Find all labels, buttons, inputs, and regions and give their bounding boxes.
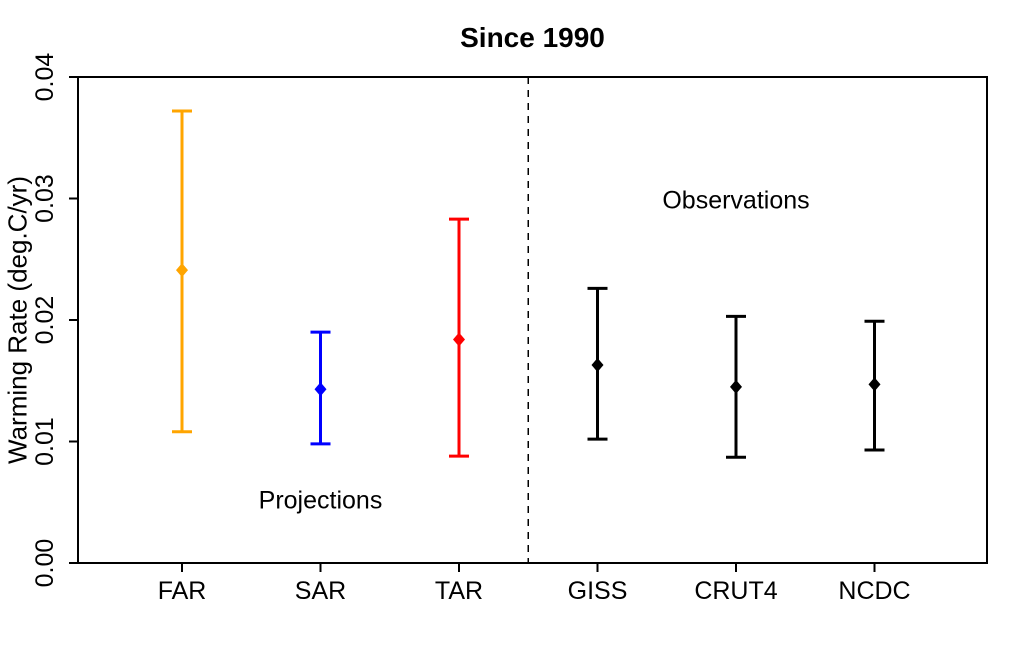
y-tick-label: 0.03	[31, 174, 59, 223]
annotation-projections: Projections	[259, 487, 383, 515]
x-tick-label-crut4: CRUT4	[694, 577, 777, 605]
marker-crut4	[730, 379, 742, 394]
y-tick-label: 0.00	[31, 539, 59, 588]
y-tick-label: 0.04	[31, 53, 59, 102]
marker-ncdc	[868, 377, 881, 392]
x-tick-label-ncdc: NCDC	[838, 577, 910, 605]
marker-tar	[453, 332, 465, 347]
x-tick-label-sar: SAR	[295, 577, 346, 605]
x-tick-label-giss: GISS	[568, 577, 628, 605]
y-tick-label: 0.02	[31, 296, 59, 345]
chart-title: Since 1990	[460, 22, 605, 53]
y-axis-title: Warming Rate (deg.C/yr)	[2, 176, 33, 464]
marker-sar	[314, 382, 327, 397]
marker-giss	[591, 357, 604, 372]
x-tick-label-far: FAR	[158, 577, 207, 605]
marker-far	[176, 263, 188, 278]
x-tick-label-tar: TAR	[435, 577, 483, 605]
annotation-observations: Observations	[662, 186, 809, 214]
plot-box	[77, 76, 988, 564]
y-tick-label: 0.01	[31, 417, 59, 466]
